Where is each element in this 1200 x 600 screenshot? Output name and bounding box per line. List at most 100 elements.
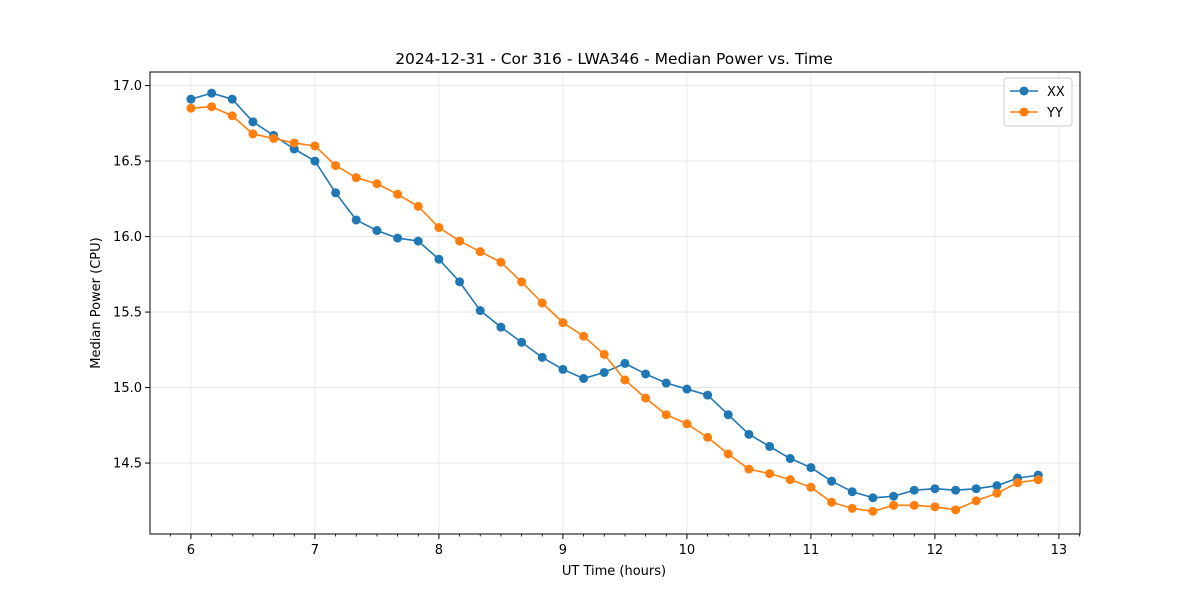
data-point-xx (847, 487, 857, 497)
x-tick-label: 9 (559, 543, 567, 558)
y-tick-label: 17.0 (113, 79, 142, 94)
x-tick-label: 11 (803, 543, 820, 558)
data-point-xx (207, 88, 217, 98)
legend-xx-marker (1019, 86, 1029, 96)
series-line-xx (190, 92, 1039, 499)
data-point-yy (537, 298, 547, 308)
data-point-yy (558, 318, 568, 328)
data-point-xx (393, 233, 403, 243)
data-point-yy (227, 111, 237, 121)
x-tick-label: 6 (187, 543, 195, 558)
data-point-xx (620, 358, 630, 368)
grid (150, 72, 1080, 534)
data-point-yy (682, 419, 692, 429)
legend-yy-label: YY (1046, 106, 1063, 121)
data-point-xx (351, 215, 361, 225)
y-tick-label: 15.5 (113, 306, 142, 321)
data-point-xx (558, 364, 568, 374)
data-point-yy (847, 503, 857, 513)
data-point-xx (599, 367, 609, 377)
data-point-xx (806, 463, 816, 473)
data-point-yy (310, 141, 320, 151)
data-point-xx (827, 476, 837, 486)
data-point-yy (723, 449, 733, 459)
data-point-xx (909, 485, 919, 495)
data-point-yy (661, 410, 671, 420)
series-line-yy (190, 105, 1039, 513)
x-tick-label: 12 (927, 543, 944, 558)
data-point-xx (475, 306, 485, 316)
x-tick-label: 10 (679, 543, 696, 558)
data-point-xx (868, 493, 878, 503)
data-point-yy (372, 179, 382, 189)
legend-yy-marker (1019, 107, 1029, 117)
data-point-xx (971, 484, 981, 494)
data-point-xx (661, 378, 671, 388)
data-point-yy (744, 464, 754, 474)
data-point-yy (1033, 475, 1043, 485)
data-point-xx (413, 236, 423, 246)
data-point-xx (992, 481, 1002, 491)
data-point-yy (992, 488, 1002, 498)
data-point-xx (331, 188, 341, 198)
data-point-yy (475, 247, 485, 257)
data-point-yy (434, 223, 444, 233)
data-point-yy (765, 469, 775, 479)
data-point-yy (331, 161, 341, 171)
data-point-yy (517, 277, 527, 287)
plot-area-frame (149, 71, 1081, 535)
data-point-xx (186, 94, 196, 104)
data-point-yy (806, 482, 816, 492)
y-tick-label: 14.5 (113, 457, 142, 472)
data-point-xx (723, 410, 733, 420)
legend-xx-label: XX (1047, 85, 1065, 100)
data-point-yy (186, 103, 196, 113)
data-point-xx (930, 484, 940, 494)
data-point-yy (413, 201, 423, 211)
data-point-yy (393, 189, 403, 199)
data-point-xx (682, 384, 692, 394)
y-tick-label: 16.0 (113, 230, 142, 245)
series-yy (186, 102, 1043, 516)
data-point-yy (248, 129, 258, 139)
data-point-yy (1013, 478, 1023, 488)
axes: 6 7 8 9 10 11 12 13 14.5 15.0 15.5 16.0 16.5 17.0 (113, 79, 1080, 558)
data-point-xx (372, 226, 382, 236)
data-point-yy (703, 432, 713, 442)
data-point-xx (889, 491, 899, 501)
data-point-xx (434, 254, 444, 264)
data-point-yy (930, 502, 940, 512)
data-point-xx (455, 277, 465, 287)
chart-title: 2024-12-31 - Cor 316 - LWA346 - Median P… (395, 50, 833, 68)
y-tick-label: 15.0 (113, 381, 142, 396)
data-point-xx (310, 156, 320, 166)
data-point-xx (248, 117, 258, 127)
data-point-yy (207, 102, 217, 112)
data-point-xx (641, 369, 651, 379)
data-point-yy (827, 497, 837, 507)
series-layer (186, 88, 1043, 516)
data-point-yy (496, 257, 506, 267)
x-axis-label: UT Time (hours) (562, 564, 666, 579)
data-point-yy (289, 138, 299, 148)
data-point-yy (641, 393, 651, 403)
y-tick-label: 16.5 (113, 155, 142, 170)
data-point-yy (351, 173, 361, 183)
data-point-yy (889, 500, 899, 510)
legend: XX YY (1003, 77, 1073, 127)
data-point-xx (951, 485, 961, 495)
data-point-xx (537, 352, 547, 362)
data-point-xx (765, 441, 775, 451)
data-point-yy (620, 375, 630, 385)
data-point-xx (227, 94, 237, 104)
x-tick-label: 7 (311, 543, 319, 558)
data-point-yy (269, 133, 279, 143)
data-point-xx (785, 454, 795, 464)
data-point-xx (517, 337, 527, 347)
data-point-yy (951, 505, 961, 515)
data-point-yy (599, 349, 609, 359)
data-point-yy (868, 506, 878, 516)
data-point-yy (909, 500, 919, 510)
y-axis-label: Median Power (CPU) (89, 237, 104, 368)
